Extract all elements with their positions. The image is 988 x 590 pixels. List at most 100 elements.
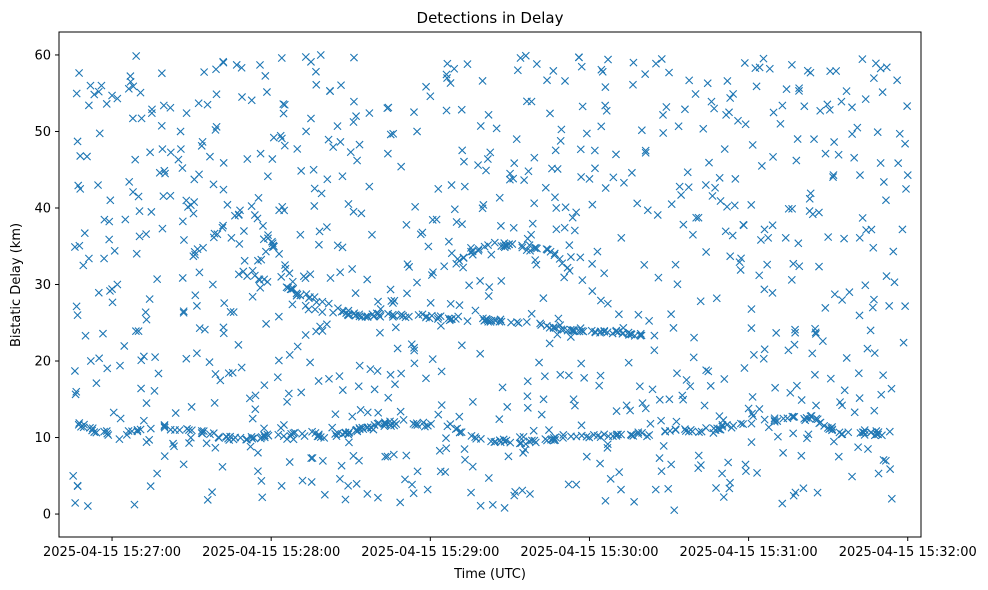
data-point (643, 206, 652, 215)
data-point (72, 387, 81, 396)
data-point (483, 155, 492, 164)
data-point (869, 243, 878, 252)
data-point (521, 51, 530, 60)
data-point (844, 428, 853, 437)
data-point (828, 425, 837, 434)
data-point (126, 72, 135, 81)
data-point (434, 184, 443, 193)
data-point (247, 432, 256, 441)
data-point (459, 263, 468, 272)
data-point (142, 230, 151, 239)
y-tick-label: 30 (34, 278, 51, 293)
data-point (838, 295, 847, 304)
data-point (190, 175, 199, 184)
data-point (147, 105, 156, 114)
data-point (455, 301, 464, 310)
data-point (288, 277, 297, 286)
data-point (198, 137, 207, 146)
data-point (450, 205, 459, 214)
data-point (566, 252, 575, 261)
data-point (468, 250, 477, 259)
data-point (850, 408, 859, 417)
data-point (357, 209, 366, 218)
data-point (702, 366, 711, 375)
data-point (128, 427, 136, 436)
data-point (396, 498, 405, 507)
x-tick-label: 2025-04-15 15:28:00 (202, 545, 340, 560)
data-point (250, 433, 259, 442)
data-point (410, 346, 419, 355)
data-point (701, 181, 710, 190)
data-point (308, 454, 317, 463)
data-point (191, 291, 200, 300)
data-point (757, 161, 766, 170)
data-point (482, 166, 491, 175)
data-point (782, 85, 791, 94)
data-point (593, 247, 602, 256)
data-point (383, 452, 392, 461)
x-axis-label: Time (UTC) (453, 567, 526, 582)
data-point (268, 239, 277, 248)
data-point (870, 406, 879, 415)
data-point (518, 486, 527, 495)
data-point (262, 88, 271, 97)
data-point (830, 138, 839, 147)
data-point (695, 428, 704, 437)
data-point (359, 425, 368, 434)
data-point (320, 490, 329, 499)
data-point (386, 370, 395, 379)
data-point (274, 430, 283, 439)
data-point (530, 199, 539, 208)
data-point (203, 495, 212, 504)
data-point (529, 426, 538, 435)
data-point (795, 262, 804, 271)
data-point (725, 484, 734, 493)
data-point (582, 452, 591, 461)
data-point (829, 437, 838, 446)
data-point (808, 210, 817, 219)
data-point (307, 454, 316, 463)
data-point (874, 469, 883, 478)
data-point (740, 364, 749, 373)
data-point (301, 301, 310, 310)
data-point (882, 63, 891, 72)
data-point (151, 353, 160, 362)
data-point (100, 254, 109, 263)
data-point (760, 345, 769, 354)
data-point (103, 429, 112, 438)
data-point (92, 379, 101, 388)
data-point (747, 419, 756, 428)
data-point (198, 429, 207, 438)
data-point (131, 327, 140, 336)
data-point (531, 438, 540, 447)
data-point (603, 299, 612, 308)
data-point (866, 428, 875, 437)
data-point (408, 480, 417, 489)
data-point (157, 121, 166, 130)
data-point (105, 217, 114, 226)
data-point (527, 309, 536, 318)
data-point (495, 415, 504, 424)
data-point (166, 103, 175, 112)
data-point (868, 303, 877, 312)
data-point (545, 323, 554, 332)
data-point (525, 437, 534, 446)
data-point (348, 412, 357, 421)
data-point (312, 80, 321, 89)
data-point (861, 95, 870, 104)
data-point (178, 273, 187, 282)
data-point (269, 241, 278, 250)
data-point (546, 109, 554, 118)
data-point (848, 103, 856, 112)
data-point (333, 241, 342, 250)
data-point (184, 426, 193, 435)
data-point (232, 60, 241, 69)
x-tick-label: 2025-04-15 15:30:00 (520, 545, 658, 560)
data-point (471, 306, 480, 315)
data-point (476, 349, 485, 358)
data-point (691, 89, 700, 98)
data-point (530, 153, 539, 162)
data-point (749, 350, 758, 359)
data-point (498, 383, 507, 392)
